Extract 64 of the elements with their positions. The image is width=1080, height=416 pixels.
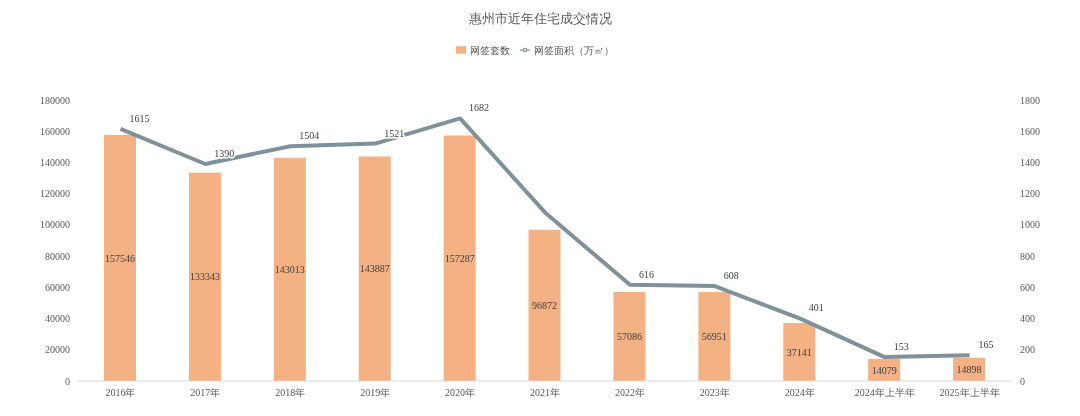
- bar: [698, 292, 731, 381]
- data-label: 1521: [384, 127, 405, 139]
- x-tick-label: 2023年: [699, 387, 730, 399]
- data-label: 56951: [701, 331, 727, 343]
- data-label: 1390: [214, 148, 235, 160]
- data-label: 1615: [129, 112, 150, 124]
- data-label: 157546: [105, 252, 135, 264]
- x-tick-label: 2024年: [784, 387, 815, 399]
- data-label: 401: [808, 302, 824, 314]
- y2-tick-label: 1600: [1020, 125, 1040, 137]
- y2-tick-label: 1800: [1020, 94, 1040, 106]
- y2-tick-label: 1400: [1020, 156, 1040, 168]
- y-tick-label: 140000: [40, 156, 70, 168]
- data-label: 153: [893, 341, 909, 353]
- y-tick-label: 60000: [45, 281, 70, 293]
- y-tick-label: 180000: [40, 94, 70, 106]
- y-tick-label: 80000: [45, 250, 70, 262]
- x-tick-label: 2017年: [190, 387, 221, 399]
- data-label: 57086: [616, 330, 642, 342]
- x-tick-label: 2021年: [530, 387, 560, 399]
- y-tick-label: 40000: [45, 313, 70, 325]
- data-label: 96872: [532, 299, 558, 311]
- chart-title: 惠州市近年住宅成交情况: [467, 10, 613, 28]
- bar: [613, 291, 646, 381]
- y2-tick-label: 1200: [1020, 188, 1040, 200]
- y2-tick-label: 1000: [1020, 219, 1040, 231]
- y-tick-label: 20000: [45, 344, 70, 356]
- y2-tick-label: 400: [1020, 313, 1035, 325]
- data-label: 143887: [359, 263, 390, 275]
- data-label: 616: [638, 268, 654, 280]
- y-tick-label: 120000: [40, 188, 70, 200]
- x-tick-label: 2025年上半年: [939, 387, 1000, 399]
- data-label: 14898: [956, 363, 982, 375]
- bar: [443, 135, 476, 381]
- data-label: 14079: [871, 364, 897, 376]
- y-tick-label: 100000: [40, 219, 70, 231]
- x-tick-label: 2024年上半年: [854, 387, 915, 399]
- data-label: 143013: [274, 263, 305, 275]
- x-tick-label: 2020年: [445, 387, 476, 399]
- legend-label: 网签面积（万㎡）: [534, 45, 614, 56]
- bar: [783, 323, 816, 381]
- y2-tick-label: 800: [1020, 250, 1035, 262]
- x-tick-label: 2022年: [614, 387, 645, 399]
- x-tick-label: 2018年: [275, 387, 306, 399]
- data-label: 133343: [189, 271, 220, 283]
- y2-tick-label: 0: [1020, 375, 1025, 387]
- x-tick-label: 2016年: [105, 387, 136, 399]
- y-tick-label: 160000: [40, 125, 70, 137]
- y2-tick-label: 600: [1020, 281, 1035, 293]
- y-tick-label: 0: [65, 375, 70, 387]
- data-label: 157287: [444, 252, 475, 264]
- x-tick-label: 2019年: [360, 387, 391, 399]
- y2-tick-label: 200: [1020, 344, 1035, 356]
- bar: [273, 157, 306, 381]
- bar: [528, 229, 561, 381]
- data-label: 1682: [469, 102, 490, 114]
- bar: [358, 156, 391, 381]
- data-label: 165: [978, 339, 994, 351]
- legend-label: 网签套数: [470, 45, 510, 56]
- data-label: 1504: [299, 130, 320, 142]
- bar: [188, 172, 221, 381]
- data-label: 37141: [786, 346, 812, 358]
- bar: [104, 135, 136, 381]
- data-label: 608: [723, 270, 739, 282]
